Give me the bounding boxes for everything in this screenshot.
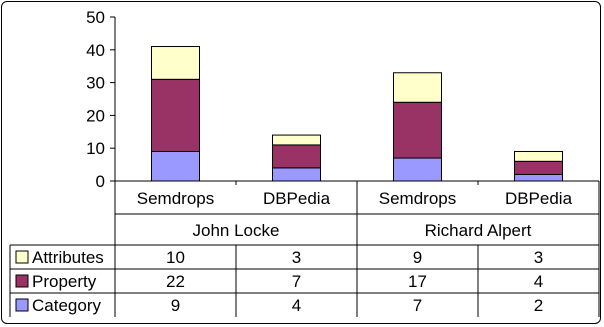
x-tick-label: DBPedia <box>263 189 331 208</box>
bar-segment-category <box>393 157 442 182</box>
data-label: 10 <box>166 248 185 267</box>
legend-label: Category <box>32 296 101 315</box>
bar-segment-attributes <box>393 72 442 103</box>
data-label: 3 <box>534 248 543 267</box>
x-tick-label: DBPedia <box>505 189 573 208</box>
data-label: 9 <box>413 248 422 267</box>
y-tick-label: 0 <box>96 172 105 191</box>
legend-label: Attributes <box>32 248 104 267</box>
data-label: 9 <box>171 296 180 315</box>
x-tick-label: Semdrops <box>137 189 214 208</box>
legend-key-property <box>15 274 29 288</box>
data-label: 17 <box>408 272 427 291</box>
legend-key-attributes <box>15 250 29 264</box>
group-label: Richard Alpert <box>425 221 532 240</box>
legend-key-category <box>15 298 29 312</box>
bar-segment-property <box>393 101 442 159</box>
bar-segment-category <box>272 167 321 182</box>
y-tick-label: 20 <box>86 106 105 125</box>
bar-segment-category <box>514 173 563 182</box>
data-label: 7 <box>413 296 422 315</box>
x-tick-label: Semdrops <box>379 189 456 208</box>
bar-segment-property <box>151 78 200 152</box>
bar-segment-attributes <box>272 134 321 146</box>
data-label: 3 <box>292 248 301 267</box>
y-tick-label: 40 <box>86 41 105 60</box>
y-tick-label: 10 <box>86 139 105 158</box>
bar-segment-category <box>151 150 200 182</box>
y-tick-label: 30 <box>86 74 105 93</box>
data-label: 2 <box>534 296 543 315</box>
data-label: 7 <box>292 272 301 291</box>
data-label: 4 <box>292 296 301 315</box>
bar-segment-property <box>272 144 321 169</box>
bar-segment-attributes <box>151 46 200 80</box>
bar-segment-attributes <box>514 150 563 162</box>
data-label: 4 <box>534 272 543 291</box>
bar-segment-property <box>514 160 563 175</box>
y-tick-label: 50 <box>86 8 105 27</box>
data-label: 22 <box>166 272 185 291</box>
legend-label: Property <box>32 272 97 291</box>
group-label: John Locke <box>193 221 280 240</box>
